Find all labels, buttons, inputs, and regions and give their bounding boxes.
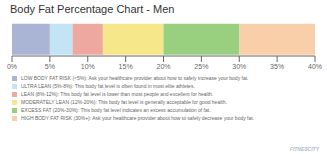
html-text:LOW BODY FAT RISK (<5%): Ask y: LOW BODY FAT RISK (<5%): Ask your health…	[21, 75, 249, 81]
html-text:EXCESS FAT (20%-30%): This bod: EXCESS FAT (20%-30%): This body fat leve…	[21, 107, 211, 113]
svg-text:25%: 25%	[194, 63, 208, 70]
html-text:HIGH BODY FAT RISK (30%+): Ask: HIGH BODY FAT RISK (30%+): Ask your heal…	[21, 115, 254, 121]
svg-text:20%: 20%	[156, 63, 170, 70]
svg-text:40%: 40%	[308, 63, 319, 70]
html-text:FITNESCITY: FITNESCITY	[289, 146, 319, 152]
svg-text:30%: 30%	[232, 63, 246, 70]
html-text:ULTRA LEAN (5%-8%): This body: ULTRA LEAN (5%-8%): This body fat level …	[21, 83, 195, 89]
html-text:Body Fat Percentage Chart - Me: Body Fat Percentage Chart - Men	[10, 3, 175, 15]
svg-text:10%: 10%	[81, 63, 95, 70]
svg-text:15%: 15%	[119, 63, 133, 70]
html-text:MODERATELY LEAN (12%-20%): Thi: MODERATELY LEAN (12%-20%): This body fat…	[21, 99, 227, 105]
svg-text:35%: 35%	[270, 63, 284, 70]
html-text:LEAN (8%-12%): This body fat l: LEAN (8%-12%): This body fat level is lo…	[21, 91, 214, 97]
svg-text:5%: 5%	[45, 63, 55, 70]
svg-text:0%: 0%	[8, 63, 17, 70]
